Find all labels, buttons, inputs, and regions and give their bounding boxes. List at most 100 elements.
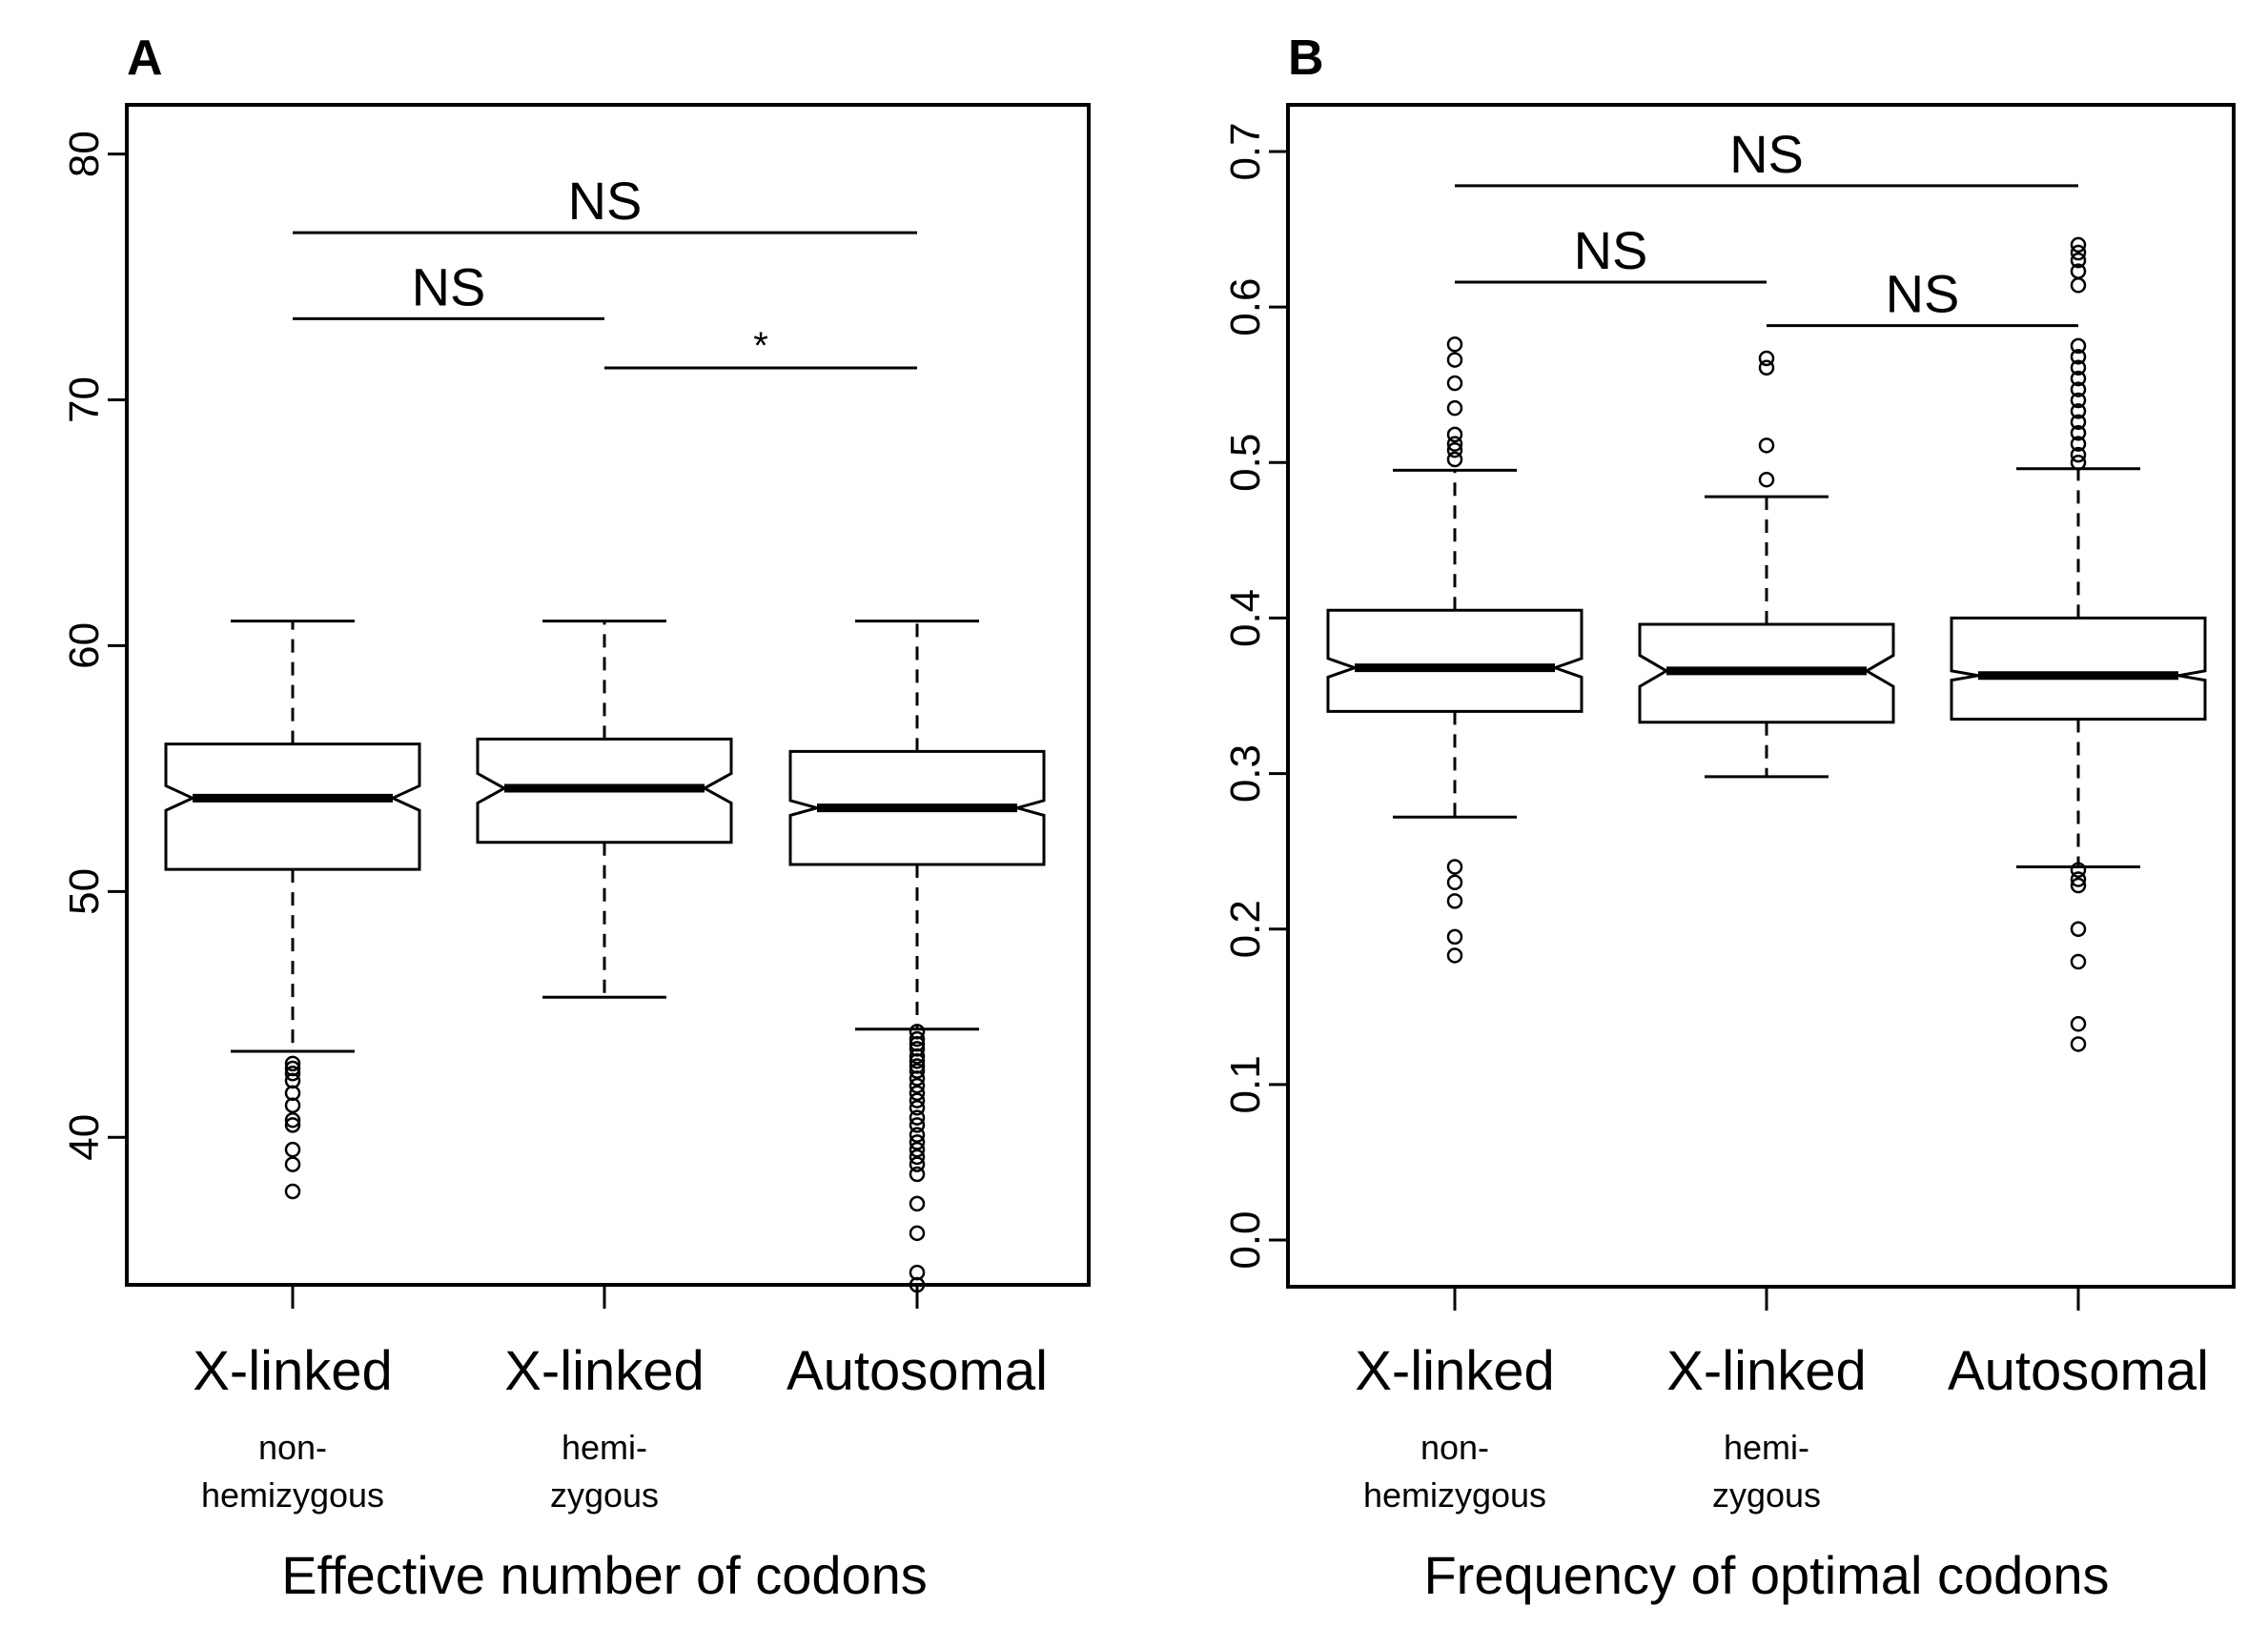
significance-label: NS (1729, 124, 1804, 184)
y-axis: 40 50 60 70 80 (61, 131, 127, 1161)
outlier-point (284, 1065, 301, 1082)
outlier-point (1446, 893, 1463, 909)
x-category-sublabel: zygous (550, 1475, 659, 1515)
y-tick-label: 0.7 (1222, 122, 1269, 180)
y-tick-label: 40 (61, 1114, 108, 1161)
outlier-point (909, 1127, 926, 1143)
outlier-point (2070, 349, 2087, 365)
outlier-point (909, 1149, 926, 1166)
box-group (1326, 336, 1584, 964)
x-category-sublabel: non- (258, 1428, 327, 1467)
outlier-point (1446, 441, 1463, 458)
outlier-point (2070, 455, 2087, 471)
y-tick-label: 0.0 (1222, 1210, 1269, 1269)
x-category-label: X-linked (1355, 1340, 1555, 1402)
outlier-point (909, 1070, 926, 1087)
outlier-point (1758, 359, 1775, 376)
x-category-sublabel: hemi- (1724, 1428, 1809, 1467)
x-category-sublabel: zygous (1712, 1475, 1821, 1515)
outlier-point (284, 1117, 301, 1133)
outlier-point (1446, 947, 1463, 964)
outlier-point (2070, 1016, 2087, 1032)
significance-label: NS (1886, 264, 1960, 324)
outlier-point (2070, 425, 2087, 441)
outlier-point (284, 1156, 301, 1172)
plot-frame (1286, 103, 2236, 1289)
significance-label: * (753, 325, 768, 367)
outlier-point (1758, 471, 1775, 488)
x-category-sublabel: non- (1420, 1428, 1489, 1467)
x-category-label: Autosomal (787, 1340, 1048, 1402)
outlier-point (284, 1111, 301, 1129)
x-category-label: X-linked (193, 1340, 393, 1402)
outlier-point (909, 1092, 926, 1108)
outlier-point (909, 1109, 926, 1126)
outlier-point (909, 1030, 926, 1047)
outlier-point (2070, 337, 2087, 355)
outlier-point (284, 1055, 301, 1072)
box-group (476, 620, 733, 999)
y-tick-label: 0.1 (1222, 1055, 1269, 1113)
box-group (1950, 236, 2207, 1052)
x-category-label: X-linked (504, 1340, 705, 1402)
x-category-sublabel: hemizygous (1363, 1475, 1546, 1515)
outlier-point (909, 1077, 926, 1094)
significance-label: NS (1574, 220, 1648, 280)
outlier-point (1446, 451, 1463, 468)
x-category-label: X-linked (1666, 1340, 1867, 1402)
outlier-point (1446, 399, 1463, 417)
notched-box (1950, 616, 2207, 721)
y-axis: 0.0 0.1 0.2 0.3 0.4 0.5 0.6 0.7 (1222, 122, 1288, 1270)
outlier-point (284, 1183, 301, 1200)
outlier-point (1446, 426, 1463, 443)
outlier-point (2070, 877, 2087, 894)
outlier-point (2070, 921, 2087, 937)
y-tick-label: 0.6 (1222, 278, 1269, 336)
outlier-point (2070, 436, 2087, 452)
panel-letter: A (127, 31, 163, 86)
x-category-sublabel: hemi- (562, 1428, 647, 1467)
notched-box (1326, 608, 1584, 713)
y-tick-label: 0.5 (1222, 434, 1269, 492)
outlier-point (1758, 350, 1775, 367)
outlier-point (909, 1225, 926, 1242)
outlier-point (909, 1166, 926, 1183)
outlier-point (909, 1117, 926, 1133)
outlier-point (2070, 252, 2087, 269)
outlier-point (2070, 236, 2087, 254)
panel-a: A 40 50 60 70 80 X-linked non-hemizygous X-linke… (61, 31, 1091, 1605)
outlier-point (1758, 437, 1775, 454)
outlier-point (2070, 953, 2087, 970)
outlier-point (909, 1195, 926, 1212)
outlier-point (909, 1100, 926, 1116)
outlier-point (909, 1141, 926, 1158)
y-tick-label: 80 (61, 131, 108, 177)
outlier-point (284, 1097, 301, 1113)
outlier-point (2070, 381, 2087, 397)
outlier-point (1446, 928, 1463, 946)
outlier-point (2070, 370, 2087, 387)
y-tick-label: 0.2 (1222, 900, 1269, 958)
outlier-point (2070, 414, 2087, 431)
y-tick-label: 60 (61, 622, 108, 669)
panel-letter: B (1288, 31, 1324, 86)
outlier-point (1446, 336, 1463, 353)
significance-label: NS (568, 171, 643, 231)
significance-label: NS (412, 256, 486, 316)
box-group (164, 620, 421, 1200)
y-tick-label: 0.4 (1222, 589, 1269, 647)
outlier-point (1446, 352, 1463, 368)
outlier-point (2070, 392, 2087, 409)
y-tick-label: 0.3 (1222, 744, 1269, 803)
outlier-point (1446, 436, 1463, 452)
outlier-point (909, 1085, 926, 1102)
y-tick-label: 70 (61, 376, 108, 423)
box-group (788, 620, 1046, 1293)
box-group (1638, 350, 1895, 779)
outlier-point (2070, 862, 2087, 878)
panel-b: B 0.0 0.1 0.2 0.3 0.4 0.5 0.6 0.7 X-linked non-hem… (1222, 31, 2236, 1605)
outlier-point (284, 1141, 301, 1158)
x-axis-title: Frequency of optimal codons (1423, 1545, 2109, 1605)
outlier-point (2070, 403, 2087, 419)
